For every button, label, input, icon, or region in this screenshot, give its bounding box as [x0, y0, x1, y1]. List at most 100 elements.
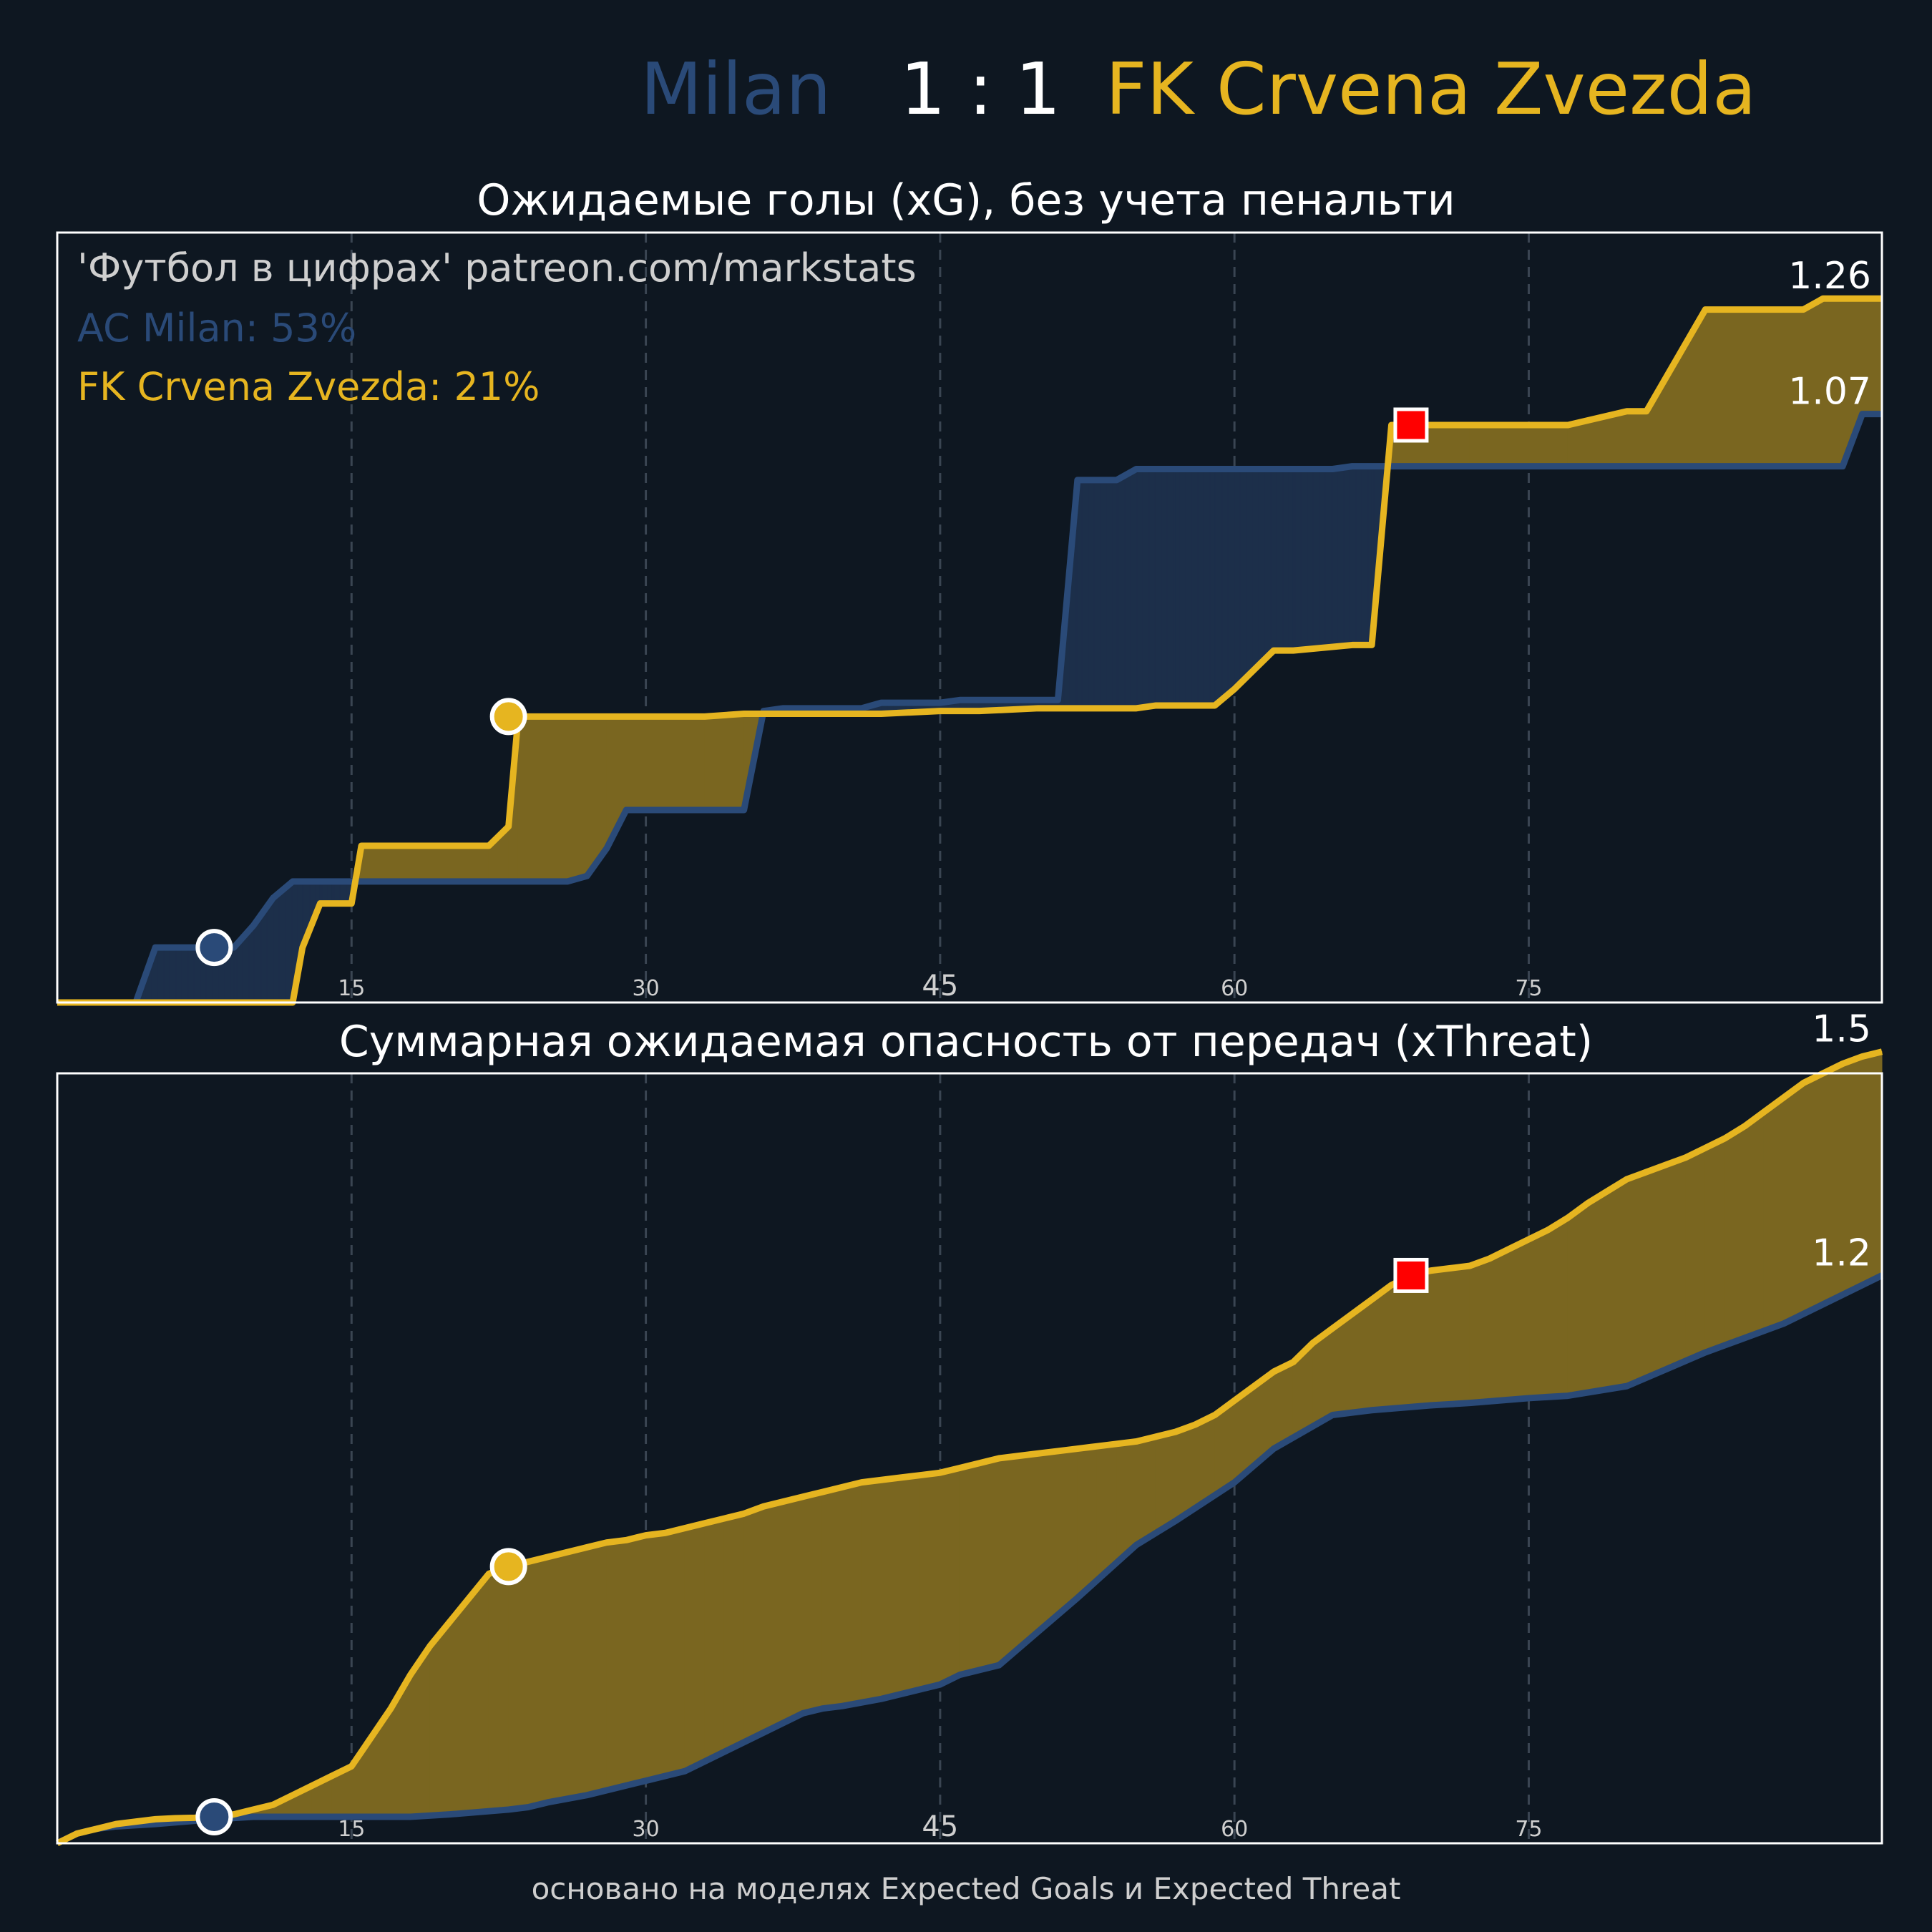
xthreat-end-label-home: 1.2 [1812, 1231, 1871, 1274]
xthreat-fill-segment [1015, 1455, 1019, 1652]
xg-fill-segment [1511, 424, 1515, 467]
xthreat-fill-segment [1614, 1184, 1618, 1389]
xg-fill-segment [473, 845, 477, 882]
xg-fill-segment [1550, 424, 1554, 467]
xg-fill-segment [1684, 339, 1688, 467]
xthreat-fill-segment [1431, 1269, 1435, 1406]
xg-fill-segment [273, 894, 277, 1003]
xthreat-fill-segment [1060, 1450, 1065, 1614]
xthreat-fill-segment [917, 1474, 921, 1691]
xthreat-fill-segment [509, 1564, 514, 1810]
xthreat-fill-segment [1288, 1362, 1292, 1441]
xthreat-fill-segment [716, 1518, 721, 1756]
xthreat-tick-label: 60 [1221, 1817, 1248, 1842]
xg-fill-segment [1285, 468, 1289, 651]
xthreat-fill-segment [963, 1465, 967, 1674]
xthreat-fill-segment [1875, 1052, 1880, 1279]
xg-fill-segment [336, 881, 341, 904]
xg-fill-segment [278, 889, 283, 1003]
xg-fill-segment [1498, 424, 1503, 467]
xg-fill-segment [477, 845, 481, 882]
xthreat-fill-segment [373, 1728, 377, 1818]
xthreat-fill-segment [1355, 1308, 1360, 1413]
xthreat-fill-segment [1541, 1231, 1545, 1398]
xthreat-fill-segment [1550, 1226, 1554, 1397]
xg-fill-segment [1614, 413, 1618, 467]
xg-fill-segment [1431, 424, 1435, 467]
xg-fill-segment [1179, 468, 1183, 706]
xg-fill-segment [1729, 309, 1734, 467]
xthreat-fill-segment [1738, 1127, 1742, 1341]
xthreat-fill-segment [1139, 1439, 1143, 1543]
xthreat-fill-segment [492, 1571, 496, 1812]
xg-fill-segment [1166, 468, 1171, 706]
xthreat-fill-segment [1526, 1239, 1529, 1399]
xthreat-fill-segment [1404, 1277, 1408, 1408]
xthreat-fill-segment [1531, 1235, 1536, 1399]
xthreat-fill-segment [1261, 1377, 1265, 1460]
xg-fill-segment [1762, 309, 1767, 467]
xg-fill-segment [631, 716, 635, 811]
xthreat-fill-segment [1206, 1417, 1211, 1501]
xg-fill-segment [1085, 479, 1089, 709]
xthreat-fill-segment [1519, 1241, 1523, 1400]
xg-fill-segment [574, 716, 578, 880]
xthreat-fill-segment [470, 1591, 474, 1813]
xg-fill-segment [1324, 468, 1329, 648]
xthreat-fill-segment [1608, 1188, 1612, 1390]
xg-fill-segment [1465, 424, 1469, 467]
watermark: 'Футбол в цифрах' patreon.com/markstats [77, 245, 917, 291]
xg-fill-segment [1474, 424, 1478, 467]
xg-fill-segment [1665, 371, 1669, 467]
xg-fill-segment [1279, 468, 1284, 651]
xthreat-fill-segment [920, 1474, 924, 1690]
xthreat-fill-segment [1018, 1455, 1022, 1649]
xthreat-fill-segment [625, 1538, 630, 1786]
xthreat-fill-segment [698, 1523, 703, 1765]
xg-fill-segment [1097, 479, 1101, 709]
xthreat-fill-segment [631, 1537, 635, 1785]
xthreat-fill-segment [1136, 1440, 1141, 1546]
xthreat-fill-segment [872, 1480, 876, 1702]
xg-fill-segment [1443, 424, 1448, 467]
legend-away: FK Crvena Zvezda: 21% [77, 364, 540, 409]
xg-fill-segment [1206, 468, 1211, 706]
xg-fill-segment [324, 881, 328, 904]
xthreat-fill-segment [832, 1488, 836, 1708]
xthreat-fill-segment [1285, 1363, 1289, 1443]
xg-fill-segment [1732, 309, 1737, 467]
xg-fill-segment [1088, 479, 1092, 709]
xg-fill-segment [1677, 350, 1682, 467]
xthreat-fill-segment [1760, 1111, 1764, 1333]
xthreat-fill-segment [1657, 1166, 1661, 1374]
xthreat-fill-segment [914, 1475, 919, 1692]
xthreat-fill-segment [947, 1469, 952, 1682]
xthreat-fill-segment [1407, 1274, 1411, 1408]
xg-fill-segment [416, 845, 420, 882]
xthreat-fill-segment [817, 1492, 821, 1711]
xthreat-fill-segment [847, 1484, 852, 1706]
xthreat-fill-segment [1523, 1240, 1527, 1400]
xthreat-fill-segment [993, 1458, 997, 1667]
xg-fill-segment [275, 892, 280, 1003]
xthreat-fill-segment [1453, 1267, 1457, 1405]
xthreat-fill-segment [1066, 1449, 1070, 1608]
xg-fill-segment [254, 917, 258, 1003]
xthreat-fill-segment [1106, 1444, 1110, 1573]
xthreat-fill-segment [1787, 1091, 1791, 1322]
xthreat-fill-segment [945, 1470, 949, 1683]
xg-fill-segment [1453, 424, 1457, 467]
xg-fill-segment [464, 845, 469, 882]
xg-fill-segment [1200, 468, 1204, 706]
xg-fill-segment [525, 716, 530, 882]
xthreat-fill-segment [802, 1496, 806, 1714]
xthreat-fill-segment [1124, 1442, 1128, 1556]
xg-fill-segment [558, 716, 562, 882]
xg-fill-segment [713, 715, 718, 811]
xg-fill-segment [1477, 424, 1481, 467]
xthreat-fill-segment [562, 1552, 566, 1800]
xg-fill-segment [1349, 466, 1353, 646]
xg-fill-segment [1714, 309, 1718, 467]
xthreat-fill-segment [1188, 1425, 1192, 1513]
xthreat-fill-segment [1380, 1290, 1384, 1410]
